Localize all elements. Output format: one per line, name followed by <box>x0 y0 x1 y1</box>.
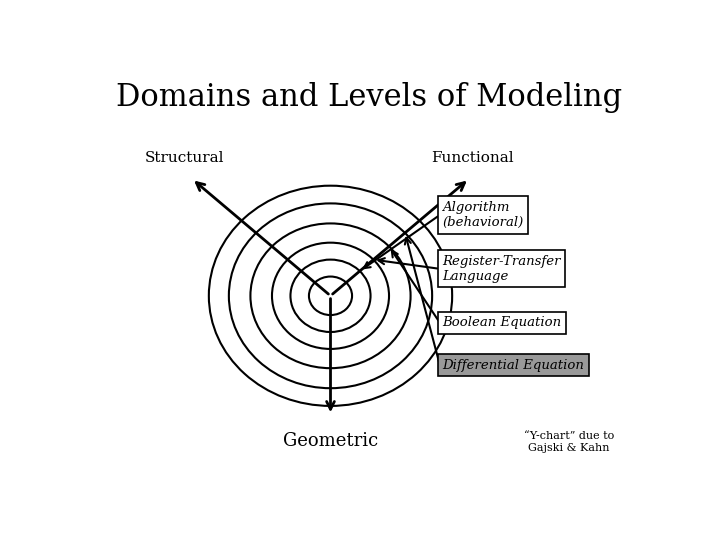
Text: Register-Transfer
Language: Register-Transfer Language <box>442 255 561 283</box>
Text: Structural: Structural <box>145 151 224 165</box>
Text: “Y-chart” due to
Gajski & Kahn: “Y-chart” due to Gajski & Kahn <box>524 431 614 453</box>
Text: Boolean Equation: Boolean Equation <box>442 316 562 329</box>
Text: Geometric: Geometric <box>283 432 378 450</box>
Text: Algorithm
(behavioral): Algorithm (behavioral) <box>442 201 523 229</box>
Text: Functional: Functional <box>431 151 514 165</box>
Text: Domains and Levels of Modeling: Domains and Levels of Modeling <box>116 82 622 113</box>
Text: Differential Equation: Differential Equation <box>442 359 584 372</box>
